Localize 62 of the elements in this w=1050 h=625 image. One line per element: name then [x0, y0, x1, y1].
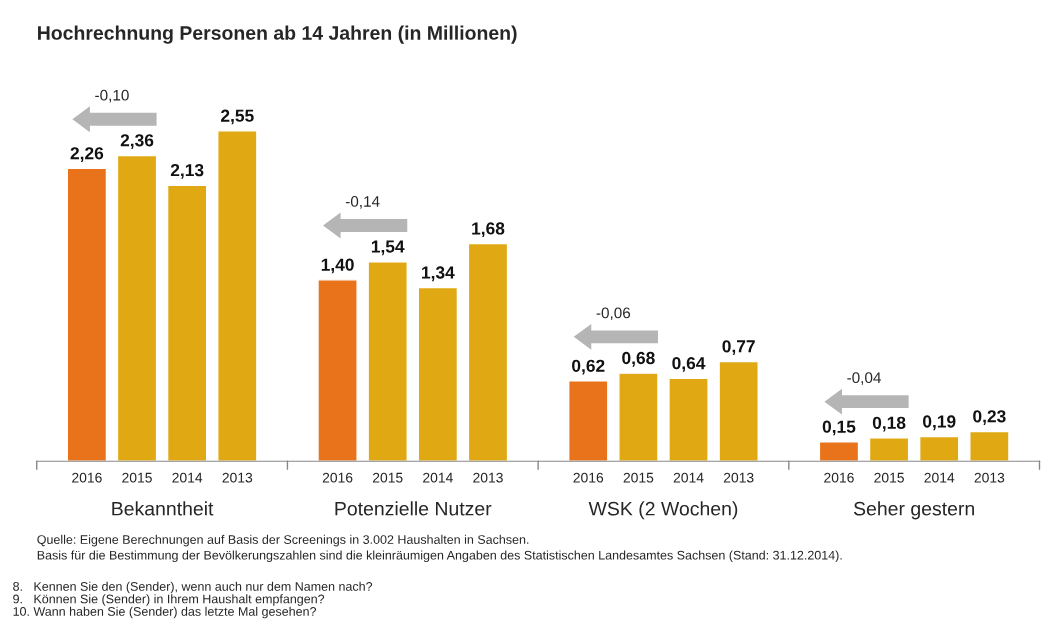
text: 2015 [623, 472, 654, 483]
bar [417, 286, 459, 462]
series-label: 2016 [72, 472, 102, 483]
data-label: 2,36 [120, 134, 154, 149]
data-label: 0,18 [872, 416, 906, 432]
text: 2014 [924, 472, 955, 483]
data-label: 1,34 [422, 266, 455, 282]
bar [367, 261, 408, 462]
data-label: 0,62 [572, 359, 605, 375]
text: 2016 [573, 472, 604, 483]
bar [66, 167, 108, 462]
text: 2013 [723, 472, 754, 483]
text: -0,10 [95, 89, 129, 103]
data-label: 0,19 [923, 415, 956, 431]
bar [317, 279, 358, 462]
data-label: 2,55 [221, 109, 254, 125]
series-label: 2013 [222, 472, 253, 483]
bar [868, 437, 910, 462]
bar [668, 377, 709, 462]
text: 2014 [673, 472, 704, 483]
bar [116, 154, 158, 462]
data-label: 0,15 [822, 420, 856, 436]
annotation: -0,06 [596, 307, 631, 321]
data-label: 0,64 [672, 357, 706, 372]
text: 2013 [473, 472, 503, 483]
annotation: -0,04 [847, 372, 881, 385]
data-label: 1,54 [371, 240, 405, 256]
bar [818, 441, 860, 462]
bar [467, 242, 509, 462]
data-label: 0,23 [973, 410, 1006, 425]
bar [568, 380, 609, 462]
text: 2014 [423, 472, 453, 483]
series-label: 2014 [172, 472, 203, 483]
source-note: Quelle: Eigene Berechnungen auf Basis der Screenings in 3.002 Haushalten in Sachsen. [37, 534, 529, 547]
x-tick-label: Potenzielle Nutzer [335, 501, 492, 516]
bar [217, 130, 258, 462]
bar [718, 360, 759, 462]
text: 10. Wann haben Sie (Sender) das letzte Mal gesehen? [13, 606, 317, 619]
data-label: 1,40 [321, 258, 354, 274]
annotation: -0,14 [345, 196, 380, 209]
series-label: 2015 [122, 472, 152, 483]
text: 2013 [974, 472, 1005, 483]
data-label: 2,26 [70, 147, 104, 162]
data-label: 1,68 [472, 222, 505, 238]
text: 2015 [874, 472, 904, 483]
text: 8. Kennen Sie den (Sender), wenn auch nur dem Namen nach? [13, 581, 373, 594]
bar [969, 430, 1010, 462]
x-tick-label: Bekanntheit [112, 501, 214, 516]
bar [918, 435, 960, 462]
data-label: 0,77 [722, 340, 755, 356]
text: 9. Können Sie (Sender) in Ihrem Haushalt empfangen? [13, 594, 325, 606]
text: 2016 [322, 472, 353, 483]
x-tick-label: WSK (2 Wochen) [588, 501, 738, 520]
text: Basis für die Bestimmung der Bevölkerungszahlen sind die kleinräumigen Angaben des Statistischen Landesamtes Sachsen (Stand: 31.12.2014). [37, 550, 842, 563]
data-label: 2,13 [170, 163, 204, 179]
bar [166, 184, 208, 462]
text: 2015 [372, 472, 403, 483]
bar [618, 372, 659, 462]
text: 2016 [824, 472, 854, 483]
chart-title: Hochrechnung Personen ab 14 Jahren (in Millionen) [38, 25, 517, 44]
x-tick-label: Seher gestern [853, 501, 974, 520]
data-label: 0,68 [622, 351, 655, 367]
